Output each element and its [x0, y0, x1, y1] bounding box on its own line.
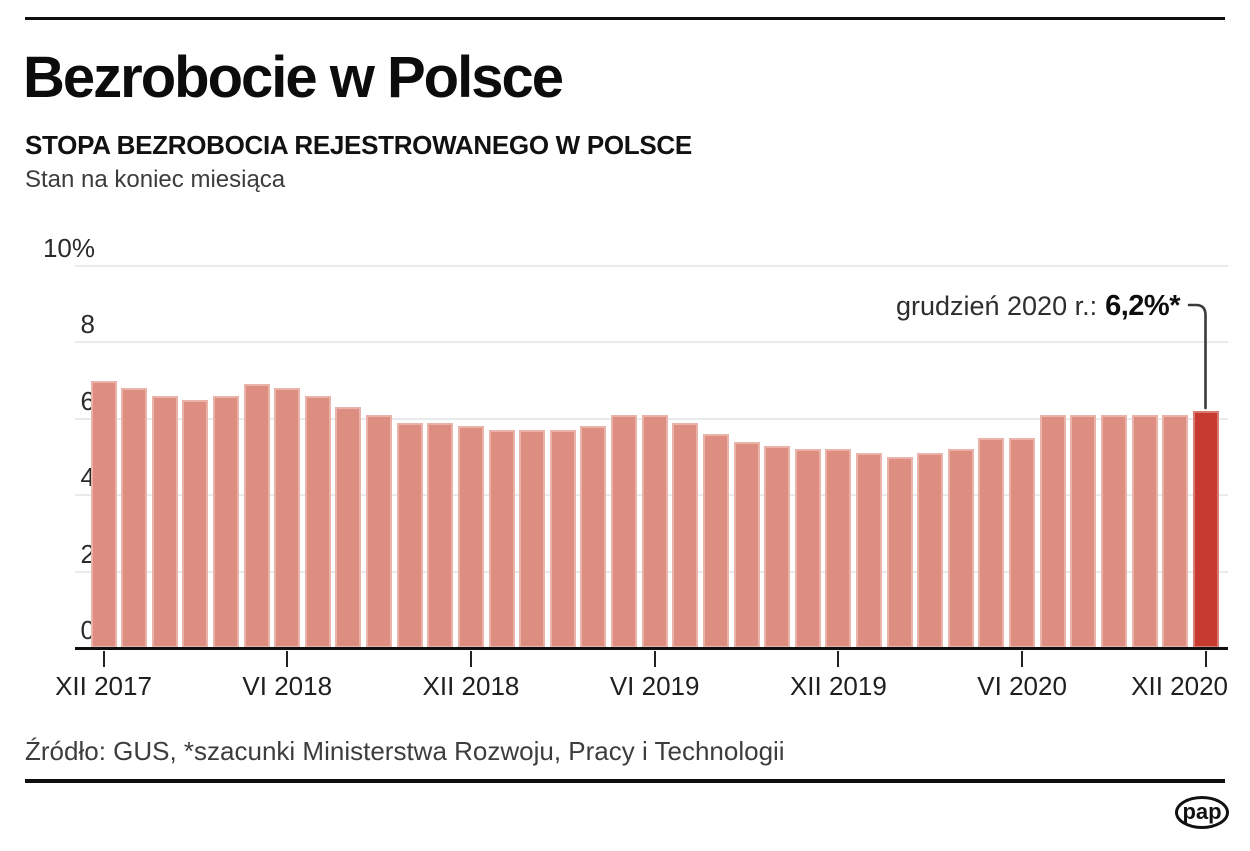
- chart-note: Stan na koniec miesiąca: [25, 166, 286, 193]
- x-axis-tick: [1204, 651, 1207, 667]
- x-axis-label: XII 2018: [422, 671, 520, 701]
- y-axis-label: 0: [80, 615, 95, 645]
- pap-logo: pap: [1175, 796, 1229, 829]
- x-axis-label: XII 2020: [1131, 671, 1228, 701]
- highlight-annotation: grudzień 2020 r.: 6,2%*: [895, 290, 1181, 323]
- chart-subtitle: STOPA BEZROBOCIA REJESTROWANEGO W POLSCE: [25, 130, 692, 160]
- x-axis-label: VI 2019: [609, 671, 700, 701]
- source-text: Źródło: GUS, *szacunki Ministerstwa Rozw…: [25, 736, 785, 766]
- chart-bar: [1162, 414, 1189, 648]
- chart-bar: [1039, 414, 1066, 648]
- y-axis-label: 4: [80, 462, 95, 493]
- chart-bar: [917, 453, 944, 648]
- chart-bar: [519, 430, 546, 648]
- chart-bar: [580, 426, 607, 648]
- chart-bar: [641, 414, 668, 648]
- gridline: [75, 341, 1228, 344]
- chart-bar: [1131, 414, 1158, 648]
- chart-bar: [1100, 414, 1127, 648]
- chart-bar: [182, 399, 209, 648]
- chart-bar: [1009, 437, 1036, 648]
- chart-bar-highlight: [1192, 411, 1219, 648]
- y-axis-label: 10%: [42, 233, 95, 263]
- chart-bar: [396, 422, 423, 648]
- top-divider: [25, 17, 1225, 20]
- chart-bar: [121, 388, 148, 648]
- x-axis-label: VI 2018: [242, 671, 333, 701]
- chart-bar: [212, 395, 239, 648]
- chart-bar: [90, 380, 117, 648]
- chart-bar: [151, 395, 178, 648]
- chart-bar: [672, 422, 699, 648]
- chart-bar: [274, 388, 301, 648]
- x-axis-tick: [1021, 651, 1024, 667]
- chart-bar: [825, 449, 852, 648]
- y-axis-label: 6: [80, 385, 95, 416]
- chart-bar: [427, 422, 454, 648]
- x-axis-tick: [102, 651, 105, 667]
- y-axis-label: 2: [80, 538, 95, 569]
- chart-bar: [457, 426, 484, 648]
- x-axis-label: VI 2020: [977, 671, 1067, 701]
- bottom-divider: [25, 779, 1225, 783]
- x-axis-label: XII 2017: [55, 671, 152, 701]
- chart-bar: [856, 453, 882, 648]
- chart-bar: [764, 445, 791, 648]
- x-axis-tick: [837, 651, 840, 667]
- x-axis-line: [75, 646, 1228, 650]
- chart-bar: [978, 437, 1005, 648]
- chart-bar: [243, 384, 270, 648]
- page-title: Bezrobocie w Polsce: [23, 45, 564, 110]
- annotation-value: 6,2%*: [1105, 290, 1180, 322]
- annotation-label: grudzień 2020 r.:: [895, 291, 1098, 321]
- x-axis-tick: [469, 651, 472, 667]
- chart-bar: [886, 457, 913, 648]
- chart-bar: [702, 434, 729, 648]
- chart-bar: [947, 449, 974, 648]
- x-axis-tick: [286, 651, 289, 667]
- chart-bar: [611, 414, 638, 648]
- x-axis-tick: [653, 651, 656, 667]
- gridline: [75, 265, 1228, 267]
- chart-bar: [794, 449, 821, 648]
- chart-bar: [304, 395, 331, 648]
- chart-bar: [366, 414, 393, 648]
- chart-bar: [1070, 414, 1097, 648]
- x-axis-label: XII 2019: [789, 671, 887, 701]
- chart-bar: [733, 441, 760, 648]
- pap-logo-text: pap: [1182, 798, 1222, 824]
- chart-bar: [335, 407, 362, 648]
- chart-bar: [549, 430, 576, 648]
- chart-bar: [488, 430, 515, 648]
- y-axis-label: 8: [80, 309, 95, 340]
